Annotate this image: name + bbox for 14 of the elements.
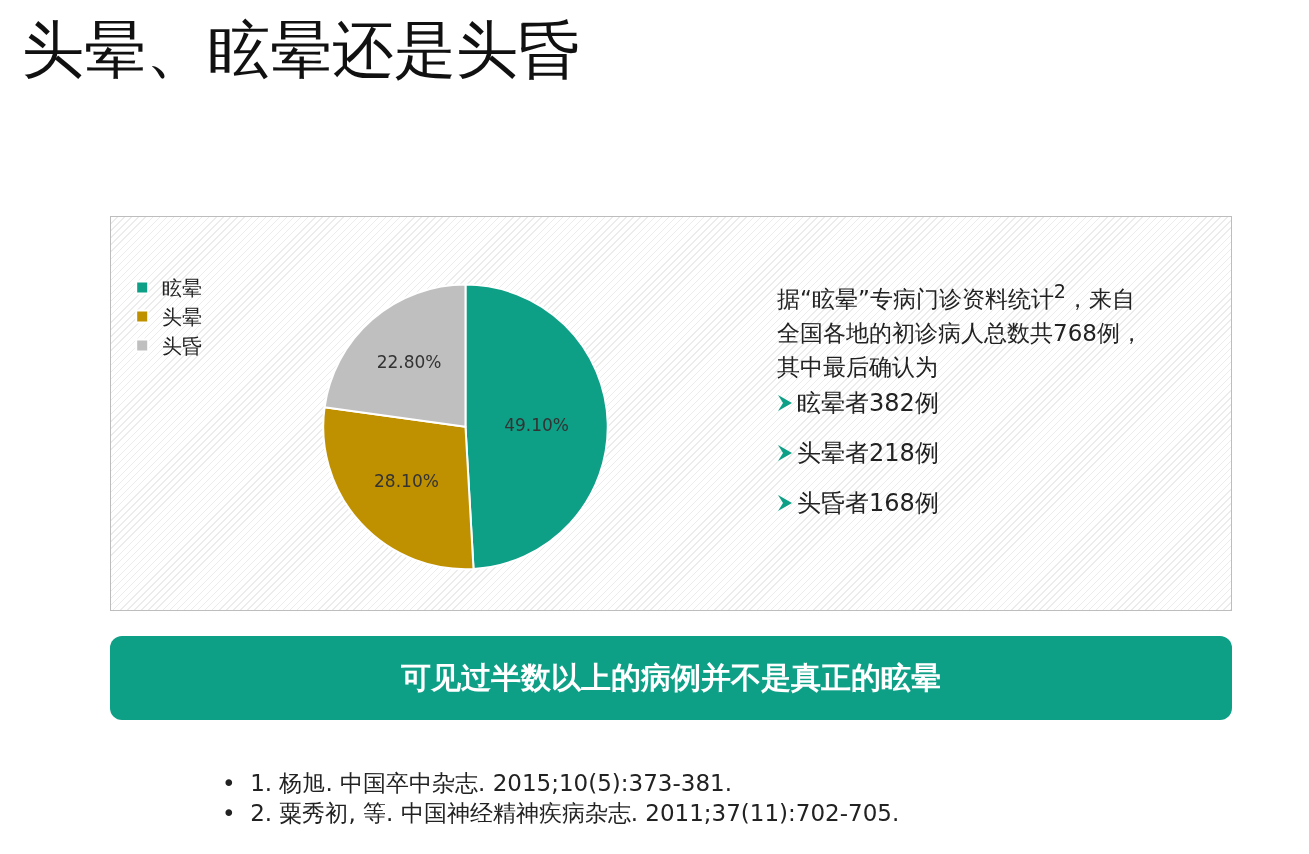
text: 头昏者168例 [797, 488, 939, 519]
legend-label: 头昏 [162, 334, 203, 359]
data-label: 22.80% [376, 352, 442, 373]
text: • 2. 粟秀初, 等. 中国神经精神疾病杂志. 2011;37(11):702-705. [222, 799, 900, 828]
text: • 1. 杨旭. 中国卒中杂志. 2015;10(5):373-381. [222, 769, 733, 798]
text: 头晕者218例 [797, 438, 939, 469]
text: 可见过半数以上的病例并不是真正的眩晕 [110, 636, 1232, 720]
legend-label: 眩晕 [162, 276, 203, 301]
text: 眩晕者382例 [797, 388, 939, 419]
legend-label: 头晕 [162, 305, 203, 330]
data-label: 28.10% [374, 471, 439, 492]
data-label: 49.10% [504, 414, 570, 435]
chart-title: 头晕、眩晕还是头昏 [22, 15, 580, 86]
text: 据“眩晕”专病门诊资料统计$^{2}$，来自全国各地的初诊病人总数共768例，其中最后确认为 [777, 279, 1144, 382]
